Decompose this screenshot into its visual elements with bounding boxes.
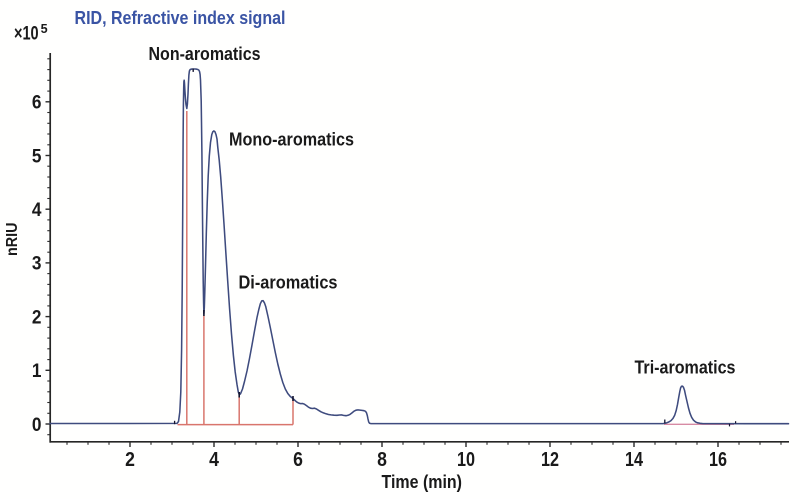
svg-text:5: 5 xyxy=(41,21,48,36)
svg-text:Mono-aromatics: Mono-aromatics xyxy=(229,129,354,149)
svg-text:Tri-aromatics: Tri-aromatics xyxy=(635,358,736,378)
svg-text:16: 16 xyxy=(709,449,727,471)
svg-text:×10: ×10 xyxy=(14,24,39,45)
svg-text:6: 6 xyxy=(32,92,42,114)
svg-text:3: 3 xyxy=(32,253,42,275)
svg-text:Time (min): Time (min) xyxy=(382,472,463,492)
svg-text:2: 2 xyxy=(125,449,135,471)
svg-text:2: 2 xyxy=(32,306,42,328)
svg-text:Non-aromatics: Non-aromatics xyxy=(149,44,261,64)
svg-text:10: 10 xyxy=(457,449,475,471)
svg-text:4: 4 xyxy=(32,199,42,221)
svg-text:RID, Refractive index signal: RID, Refractive index signal xyxy=(75,7,286,28)
svg-text:0: 0 xyxy=(32,414,42,436)
svg-text:Di-aromatics: Di-aromatics xyxy=(239,272,338,292)
svg-text:5: 5 xyxy=(32,145,42,167)
svg-text:4: 4 xyxy=(209,449,220,471)
svg-text:nRIU: nRIU xyxy=(4,223,21,257)
svg-text:12: 12 xyxy=(541,449,559,471)
svg-text:6: 6 xyxy=(293,449,303,471)
svg-text:8: 8 xyxy=(377,449,387,471)
svg-text:14: 14 xyxy=(625,449,644,471)
svg-text:1: 1 xyxy=(32,360,42,382)
